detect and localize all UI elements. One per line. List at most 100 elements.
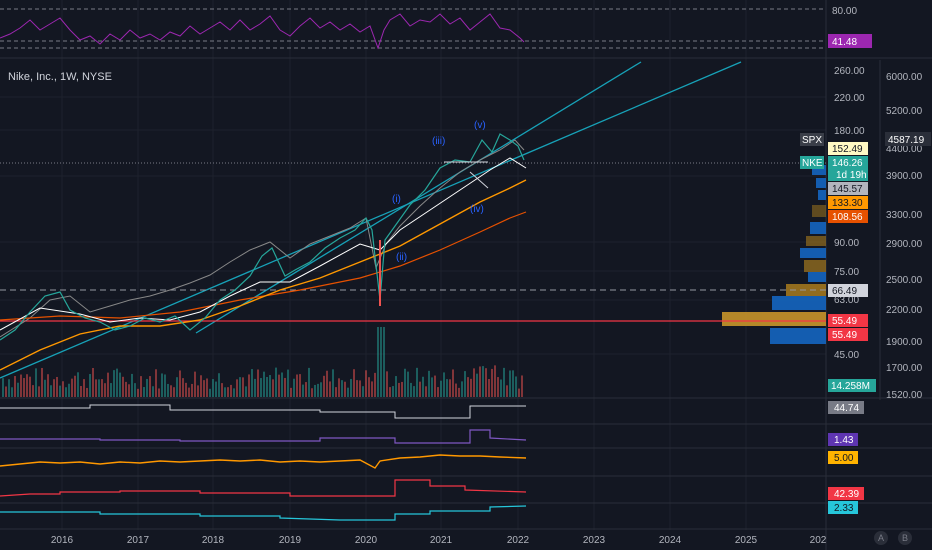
volume-bar bbox=[5, 386, 7, 397]
volume-bar bbox=[278, 374, 280, 397]
ind-badge-3: 5.00 bbox=[834, 453, 854, 464]
spx-tick: 3300.00 bbox=[886, 210, 923, 221]
badge-108: 108.56 bbox=[832, 212, 863, 223]
volume-bar bbox=[68, 383, 70, 397]
volume-bar bbox=[425, 386, 427, 397]
volume-bar bbox=[128, 384, 130, 397]
indicator-2-line bbox=[0, 429, 527, 444]
volume-bar bbox=[173, 387, 175, 397]
volume-bar bbox=[434, 375, 436, 397]
volume-bar bbox=[404, 368, 406, 397]
volume-bar bbox=[317, 383, 319, 397]
spx-line bbox=[0, 139, 525, 338]
volume-bar bbox=[338, 378, 340, 397]
spx-tick: 6000.00 bbox=[886, 72, 923, 83]
corner-button-a[interactable]: A bbox=[874, 531, 888, 545]
wave-label-ii: (ii) bbox=[396, 252, 407, 263]
volume-bar bbox=[479, 366, 481, 397]
volume-bar bbox=[329, 381, 331, 397]
volume-bar bbox=[314, 384, 316, 397]
volume-bar bbox=[176, 377, 178, 397]
volume-bar bbox=[383, 327, 385, 397]
price-tick: 260.00 bbox=[834, 66, 865, 77]
rsi-badge: 41.48 bbox=[832, 37, 857, 48]
time-label: 2021 bbox=[430, 535, 453, 546]
volume-bar bbox=[47, 374, 49, 397]
volume-bar bbox=[377, 327, 379, 397]
volume-bar bbox=[236, 379, 238, 397]
time-label: 2023 bbox=[583, 535, 606, 546]
volume-bar bbox=[281, 372, 283, 397]
volume-bar bbox=[242, 377, 244, 397]
volume-bar bbox=[20, 374, 22, 397]
price-tick: 63.00 bbox=[834, 295, 859, 306]
badge-133: 133.30 bbox=[832, 198, 863, 209]
volume-bar bbox=[197, 385, 199, 397]
price-line bbox=[0, 133, 525, 341]
volume-bar bbox=[239, 377, 241, 397]
badge-152: 152.49 bbox=[832, 144, 863, 155]
volume-bar bbox=[209, 388, 211, 397]
corner-button-b[interactable]: B bbox=[898, 531, 912, 545]
volume-bar bbox=[407, 371, 409, 397]
price-axis: 260.00 220.00 180.00 90.00 75.00 63.00 4… bbox=[834, 66, 865, 361]
volume-bar bbox=[272, 379, 274, 397]
volume-bar bbox=[413, 386, 415, 397]
volume-bar bbox=[287, 369, 289, 397]
volume-bar bbox=[269, 375, 271, 397]
volume-bar bbox=[320, 382, 322, 397]
volume-bar bbox=[77, 372, 79, 397]
rsi-pane bbox=[0, 8, 826, 50]
volume-bar bbox=[467, 377, 469, 397]
volume-bar bbox=[497, 377, 499, 397]
volume-bar bbox=[107, 372, 109, 397]
spx-badge: 4587.19 bbox=[888, 135, 925, 146]
spx-tick: 1700.00 bbox=[886, 363, 923, 374]
time-label: 2019 bbox=[279, 535, 302, 546]
volume-bar bbox=[380, 327, 382, 397]
volume-bar bbox=[344, 381, 346, 397]
volume-bar bbox=[74, 375, 76, 397]
volume-bar bbox=[95, 379, 97, 397]
volume-bar bbox=[416, 367, 418, 397]
volume-bar bbox=[134, 383, 136, 397]
volume-bar bbox=[119, 372, 121, 397]
volume-bar bbox=[266, 377, 268, 397]
volume-bar bbox=[152, 386, 154, 397]
volume-bar bbox=[110, 383, 112, 397]
volume-bar bbox=[167, 383, 169, 397]
volume-bar bbox=[221, 383, 223, 397]
nke-tag: NKE bbox=[802, 158, 823, 169]
volume-bar bbox=[32, 385, 34, 397]
volume-bar bbox=[308, 367, 310, 397]
volume-bar bbox=[17, 382, 19, 397]
volume-bar bbox=[218, 373, 220, 397]
volume-bar bbox=[137, 388, 139, 397]
badge-66: 66.49 bbox=[832, 286, 857, 297]
volume-bar bbox=[200, 375, 202, 397]
volume-bar bbox=[326, 370, 328, 397]
spx-tick: 3900.00 bbox=[886, 171, 923, 182]
volume-bar bbox=[206, 378, 208, 397]
spx-tick: 2200.00 bbox=[886, 305, 923, 316]
volume-bar bbox=[260, 378, 262, 397]
volume-bar bbox=[371, 381, 373, 397]
volume-bar bbox=[374, 372, 376, 397]
chart-title: Nike, Inc., 1W, NYSE bbox=[8, 71, 112, 83]
volume-bar bbox=[188, 387, 190, 397]
volume-bar bbox=[503, 367, 505, 397]
price-tick: 75.00 bbox=[834, 267, 859, 278]
volume-bar bbox=[488, 378, 490, 397]
volume-bar bbox=[299, 374, 301, 397]
volume-bar bbox=[443, 372, 445, 397]
volume-bar bbox=[440, 380, 442, 397]
volume-bar bbox=[263, 371, 265, 397]
badge-countdown: 1d 19h bbox=[836, 170, 867, 181]
volume-bar bbox=[296, 374, 298, 397]
ind-badge-5: 2.33 bbox=[834, 503, 854, 514]
volume-bar bbox=[59, 385, 61, 397]
volume-bar bbox=[332, 369, 334, 397]
volume-bar bbox=[275, 367, 277, 397]
volume-bar bbox=[302, 384, 304, 397]
